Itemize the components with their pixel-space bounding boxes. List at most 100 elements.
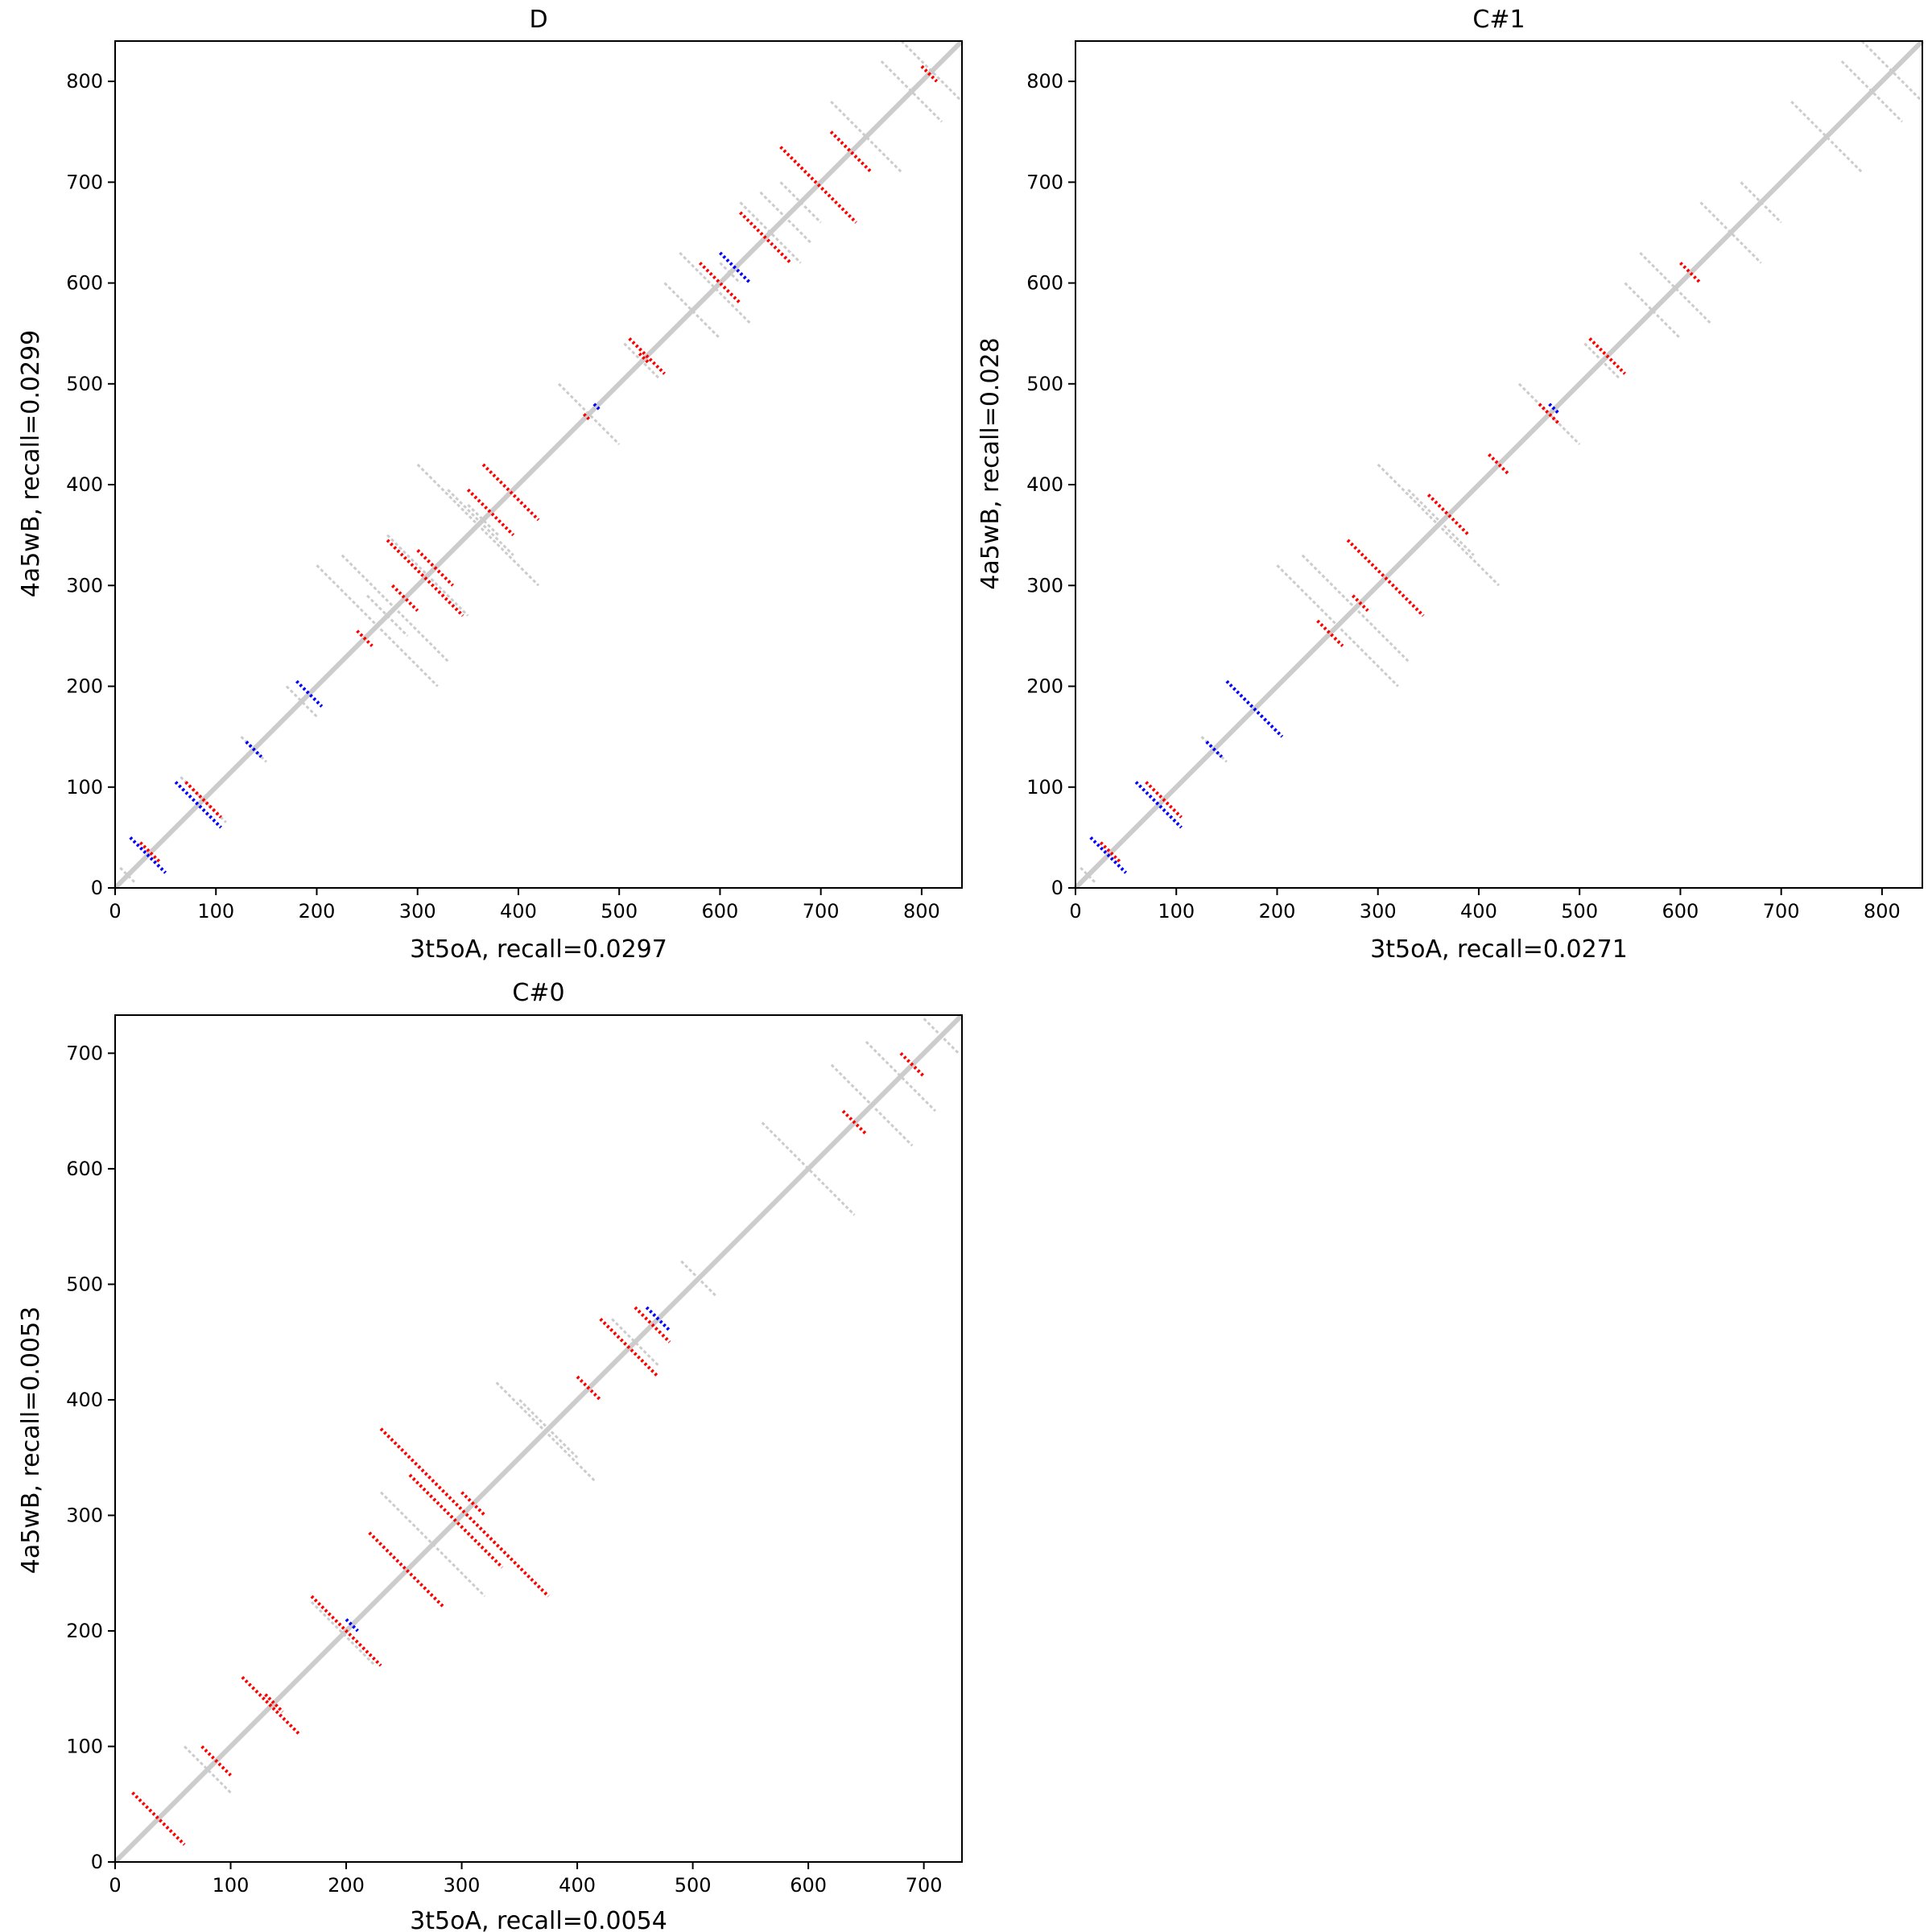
blue-contact-segment: [592, 402, 601, 411]
gray-contact-segment: [761, 1121, 856, 1216]
gray-contact-segment: [310, 1601, 376, 1667]
x-tick-label: 600: [702, 900, 739, 923]
gray-contact-segment: [623, 342, 661, 380]
gray-contact-segment: [1740, 181, 1782, 224]
gray-contact-segment: [1276, 564, 1399, 687]
y-tick-label: 600: [66, 272, 103, 295]
red-contact-segment: [582, 412, 591, 421]
axes-frame: [1075, 40, 1923, 889]
x-tick-label: 100: [197, 900, 234, 923]
red-contact-segment: [466, 488, 515, 537]
red-contact-segment: [379, 1427, 550, 1598]
y-tick-label: 500: [1026, 373, 1063, 395]
diagonal-band: [113, 1013, 964, 1864]
y-tick-label: 100: [66, 1735, 103, 1757]
panel-d-plot: 0 100 200 300 400 500 600 700 800 0 100 200 300 400 50…: [66, 39, 964, 923]
red-contact-segment: [460, 1491, 486, 1517]
red-contact-segment: [779, 146, 857, 224]
gray-contact-segment: [880, 60, 943, 123]
blue-contact-segment: [295, 679, 324, 708]
y-tick-label: 300: [1026, 574, 1063, 597]
blue-contact-segment: [719, 251, 752, 284]
red-contact-segment: [356, 630, 374, 647]
y-tick-label: 100: [66, 776, 103, 799]
gray-contact-segment: [1624, 282, 1682, 340]
gray-contact-segment: [1840, 60, 1904, 123]
gray-contact-segment: [180, 776, 227, 824]
x-tick-label: 200: [1259, 900, 1296, 923]
blue-contact-segment: [1225, 679, 1284, 738]
x-tick-label: 700: [1763, 900, 1800, 923]
y-tick-label: 300: [66, 574, 103, 597]
gray-contact-segment: [680, 1260, 717, 1297]
red-contact-segment: [899, 1051, 926, 1078]
x-tick-label: 300: [444, 1874, 481, 1897]
gray-contact-segment: [285, 685, 318, 718]
gray-contact-segment: [739, 201, 802, 264]
gray-contact-segment: [1080, 866, 1097, 884]
gray-contact-segment: [1699, 201, 1762, 264]
gray-contact-segment: [341, 554, 449, 663]
y-tick-label: 200: [66, 1620, 103, 1642]
y-tick-label: 300: [66, 1504, 103, 1526]
blue-contact-segment: [129, 836, 167, 874]
red-contact-segment: [390, 584, 419, 613]
gray-contact-segment: [865, 1040, 937, 1113]
x-tick-label: 500: [1561, 900, 1598, 923]
diagonal-band: [1073, 39, 1925, 890]
red-contact-segment: [310, 1595, 382, 1667]
panel-d-title: D: [529, 6, 547, 34]
gray-contact-segment: [1860, 39, 1924, 103]
axes-frame: [114, 40, 963, 889]
panel-c0: C#0 3t5oA, recall=0.0054 4a5wB, recall=0…: [17, 979, 964, 1932]
y-tick-label: 700: [1026, 171, 1063, 193]
red-contact-segment: [1145, 781, 1183, 819]
red-contact-segment: [264, 1693, 284, 1713]
gray-contact-segment: [663, 282, 721, 340]
y-tick-label: 200: [66, 675, 103, 698]
gray-contact-segment: [416, 463, 540, 587]
blue-contact-segment: [1089, 836, 1128, 874]
gray-contact-segment: [380, 1491, 486, 1597]
red-contact-segment: [576, 1375, 602, 1402]
x-tick-label: 500: [675, 1874, 712, 1897]
panel-c1-plot: 0 100 200 300 400 500 600 700 800 0 100 200 300 400 50…: [1026, 39, 1925, 923]
panel-c0-plot: 0 100 200 300 400 500 600 700 0 100 200 300 400 500 60…: [66, 1013, 964, 1897]
blue-contact-segment: [1134, 781, 1183, 829]
x-tick-label: 0: [109, 1874, 121, 1897]
y-tick-label: 600: [1026, 272, 1063, 295]
red-contact-segment: [481, 463, 540, 522]
panel-d: D 3t5oA, recall=0.0297 4a5wB, recall=0.0…: [17, 6, 964, 964]
x-tick-label: 800: [1864, 900, 1901, 923]
y-tick-label: 0: [91, 1851, 103, 1873]
red-contact-segment: [416, 549, 454, 587]
panel-c0-title: C#0: [512, 979, 564, 1007]
x-tick-label: 200: [299, 900, 336, 923]
x-tick-label: 400: [559, 1874, 596, 1897]
gray-contact-segment: [779, 181, 822, 224]
blue-contact-segment: [1205, 740, 1224, 758]
gray-contact-segment: [557, 382, 621, 446]
gray-contact-segment: [386, 534, 469, 617]
panel-c0-xlabel: 3t5oA, recall=0.0054: [410, 1907, 667, 1932]
x-tick-label: 700: [803, 900, 840, 923]
y-tick-label: 0: [91, 877, 103, 899]
gray-contact-segment: [1377, 463, 1501, 587]
x-tick-label: 300: [1360, 900, 1397, 923]
panel-c0-ylabel: 4a5wB, recall=0.0053: [17, 1307, 45, 1575]
panel-c1-xlabel: 3t5oA, recall=0.0271: [1370, 935, 1628, 964]
x-tick-label: 200: [328, 1874, 365, 1897]
red-contact-segment: [1316, 619, 1344, 647]
x-tick-label: 0: [1069, 900, 1081, 923]
gray-contact-segment: [1301, 554, 1410, 663]
diagonal-band: [113, 39, 964, 890]
panel-c1-title: C#1: [1472, 6, 1525, 34]
gray-contact-segment: [366, 594, 409, 637]
y-tick-label: 800: [66, 70, 103, 93]
red-contact-segment: [1351, 594, 1369, 613]
red-contact-segment: [638, 352, 651, 365]
blue-contact-segment: [1548, 402, 1561, 415]
gray-contact-segment: [518, 1398, 579, 1459]
gray-contact-segment: [1583, 342, 1621, 380]
